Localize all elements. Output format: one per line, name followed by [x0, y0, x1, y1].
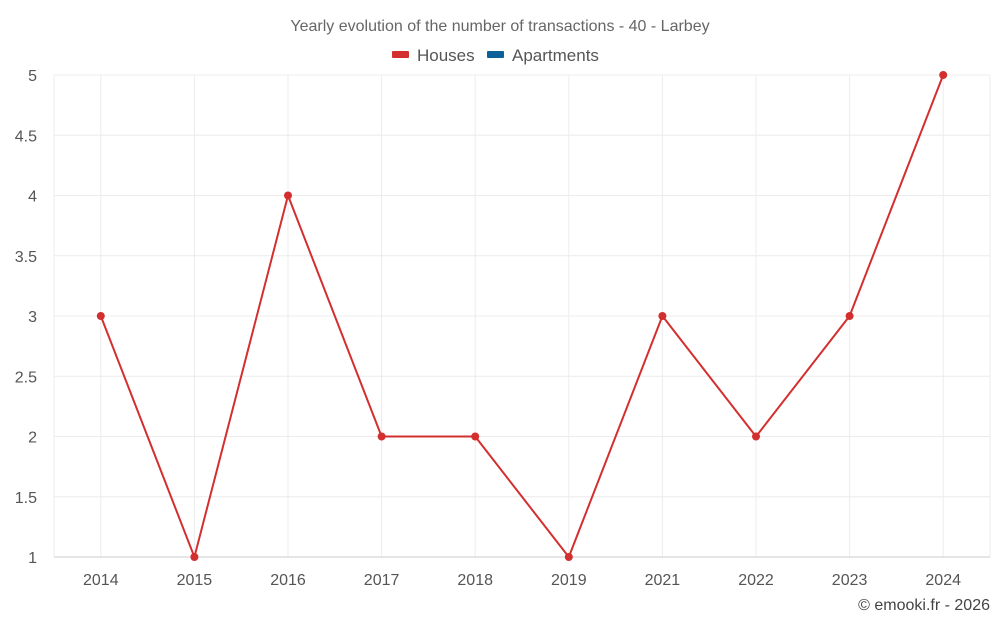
y-axis-ticks: 1 1.5 2 2.5 3 3.5 4 4.5 5: [15, 68, 37, 567]
x-tick-label: 2023: [832, 572, 868, 589]
x-tick-label: 2022: [738, 572, 774, 589]
legend-label: Apartments: [512, 46, 599, 65]
legend-item-houses[interactable]: Houses: [392, 46, 475, 65]
data-point[interactable]: [752, 432, 760, 441]
legend-swatch: [487, 51, 504, 58]
y-tick-label: 1: [28, 550, 37, 567]
data-point[interactable]: [939, 71, 948, 79]
x-tick-label: 2016: [270, 572, 306, 589]
y-tick-label: 4: [28, 189, 37, 206]
legend: Houses Apartments: [392, 46, 599, 65]
y-tick-label: 2: [28, 430, 37, 447]
y-tick-label: 3.5: [15, 249, 37, 266]
y-tick-label: 2.5: [15, 369, 37, 386]
data-point[interactable]: [658, 312, 667, 320]
legend-item-apartments[interactable]: Apartments: [487, 46, 599, 65]
y-tick-label: 5: [28, 68, 37, 85]
x-tick-label: 2024: [925, 572, 961, 589]
series-line-houses: [99, 74, 945, 558]
y-tick-label: 4.5: [15, 128, 37, 145]
y-tick-label: 1.5: [15, 490, 37, 507]
data-point[interactable]: [284, 191, 292, 200]
series-layer: [96, 71, 948, 561]
data-point[interactable]: [377, 432, 386, 441]
data-point[interactable]: [190, 553, 199, 561]
x-axis-ticks: 2014 2015 2016 2017 2018 2019 2021 2022 2023 2024: [83, 572, 961, 589]
chart-title: Yearly evolution of the number of transa…: [290, 18, 709, 35]
y-tick-label: 3: [28, 309, 37, 326]
data-point[interactable]: [96, 312, 105, 320]
legend-swatch: [392, 51, 409, 58]
x-tick-label: 2018: [457, 572, 493, 589]
x-tick-label: 2017: [364, 572, 400, 589]
data-point[interactable]: [471, 432, 480, 441]
x-tick-label: 2015: [177, 572, 213, 589]
x-tick-label: 2019: [551, 572, 587, 589]
data-point[interactable]: [564, 553, 573, 561]
data-point[interactable]: [845, 312, 854, 320]
legend-label: Houses: [417, 46, 475, 65]
x-tick-label: 2021: [645, 572, 681, 589]
credit-text: © emooki.fr - 2026: [858, 597, 990, 614]
x-tick-label: 2014: [83, 572, 119, 589]
